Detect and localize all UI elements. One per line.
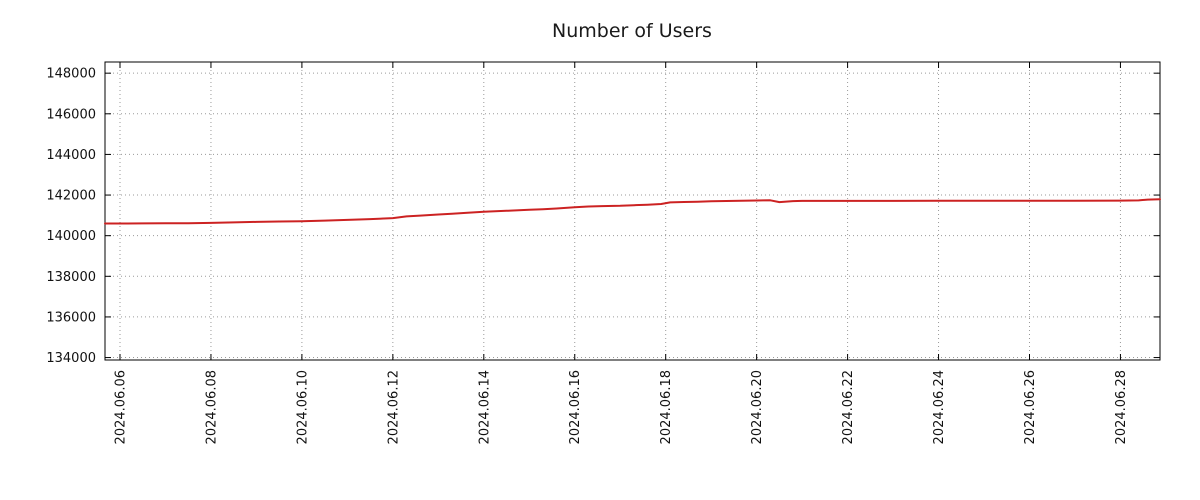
y-tick-label: 134000 (46, 351, 96, 366)
y-tick-label: 140000 (46, 229, 96, 244)
x-tick-label: 2024.06.26 (1023, 370, 1038, 444)
x-tick-label: 2024.06.28 (1114, 370, 1129, 444)
users-series-line (104, 198, 1161, 225)
x-tick-label: 2024.06.16 (568, 370, 583, 444)
x-tick-label: 2024.06.12 (386, 370, 401, 444)
y-tick-label: 144000 (46, 148, 96, 163)
chart-title: Number of Users (552, 20, 712, 42)
y-tick-label: 146000 (46, 107, 96, 122)
y-tick-label: 138000 (46, 270, 96, 285)
x-tick-label: 2024.06.10 (295, 370, 310, 444)
x-tick-label: 2024.06.08 (204, 370, 219, 444)
x-tick-label: 2024.06.24 (932, 370, 947, 444)
x-tick-label: 2024.06.14 (477, 370, 492, 444)
y-tick-label: 148000 (46, 67, 96, 82)
x-tick-label: 2024.06.18 (659, 370, 674, 444)
y-tick-label: 142000 (46, 189, 96, 204)
x-tick-label: 2024.06.22 (841, 370, 856, 444)
y-tick-label: 136000 (46, 310, 96, 325)
plot-border (104, 61, 1161, 361)
x-tick-label: 2024.06.20 (750, 370, 765, 444)
x-tick-label: 2024.06.06 (114, 370, 129, 444)
